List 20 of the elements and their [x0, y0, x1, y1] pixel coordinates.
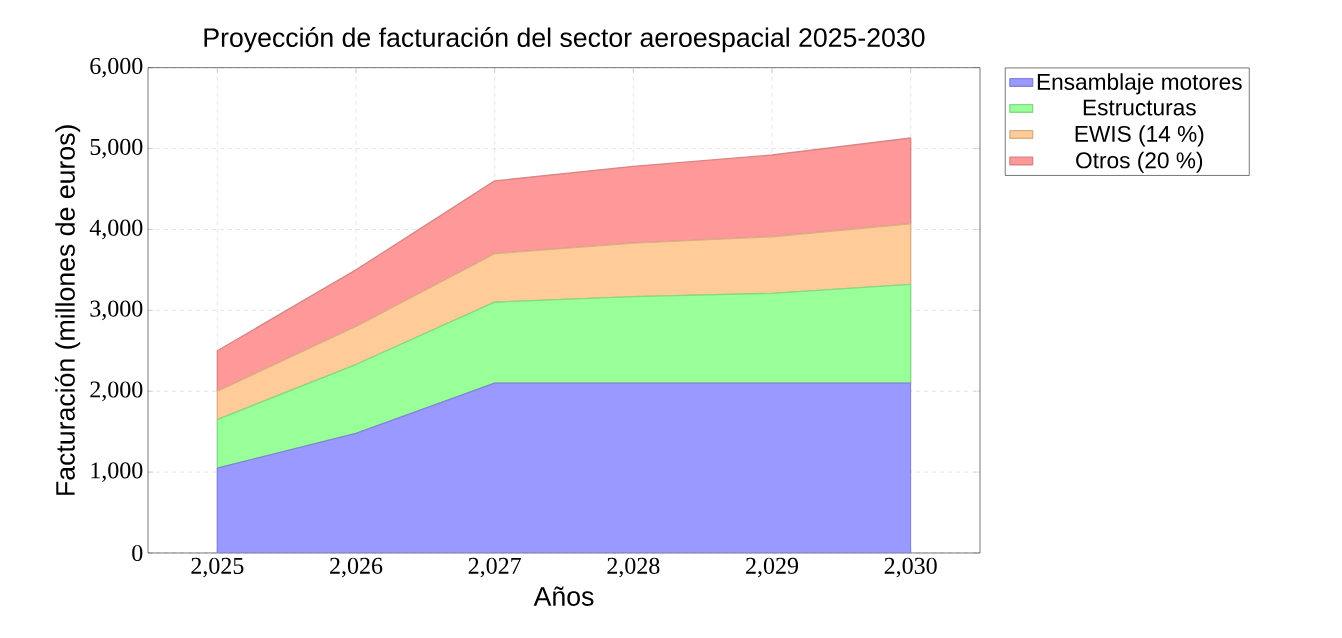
y-tick-label: 2,000	[90, 381, 143, 402]
y-tick-label: 4,000	[89, 219, 143, 240]
y-tick-label: 5,000	[90, 138, 143, 159]
legend-label: Estructuras	[1083, 99, 1196, 116]
x-tick-label: 2,027	[468, 557, 521, 578]
y-tick-label: 0	[132, 544, 143, 562]
x-tick-label: 2,025	[191, 557, 244, 578]
x-tick-label: 2,029	[746, 557, 799, 578]
x-tick-label: 2,026	[330, 557, 383, 578]
x-tick-label: 2,028	[607, 557, 660, 578]
y-tick-label: 1,000	[91, 462, 143, 482]
chart-title: Proyección de facturación del sector aeroespacial 2025-2030	[204, 27, 925, 53]
y-axis-title: Facturación (millones de euros)	[54, 125, 81, 495]
y-tick-label: 3,000	[90, 300, 143, 321]
x-tick-label: 2,030	[884, 557, 937, 578]
legend-label: EWIS (14 %)	[1075, 125, 1204, 147]
legend-label: Otros (20 %)	[1076, 151, 1203, 173]
x-axis-title: Años	[533, 586, 594, 606]
legend-label: Ensamblaje motores	[1037, 73, 1242, 95]
y-tick-label: 6,000	[90, 57, 143, 78]
